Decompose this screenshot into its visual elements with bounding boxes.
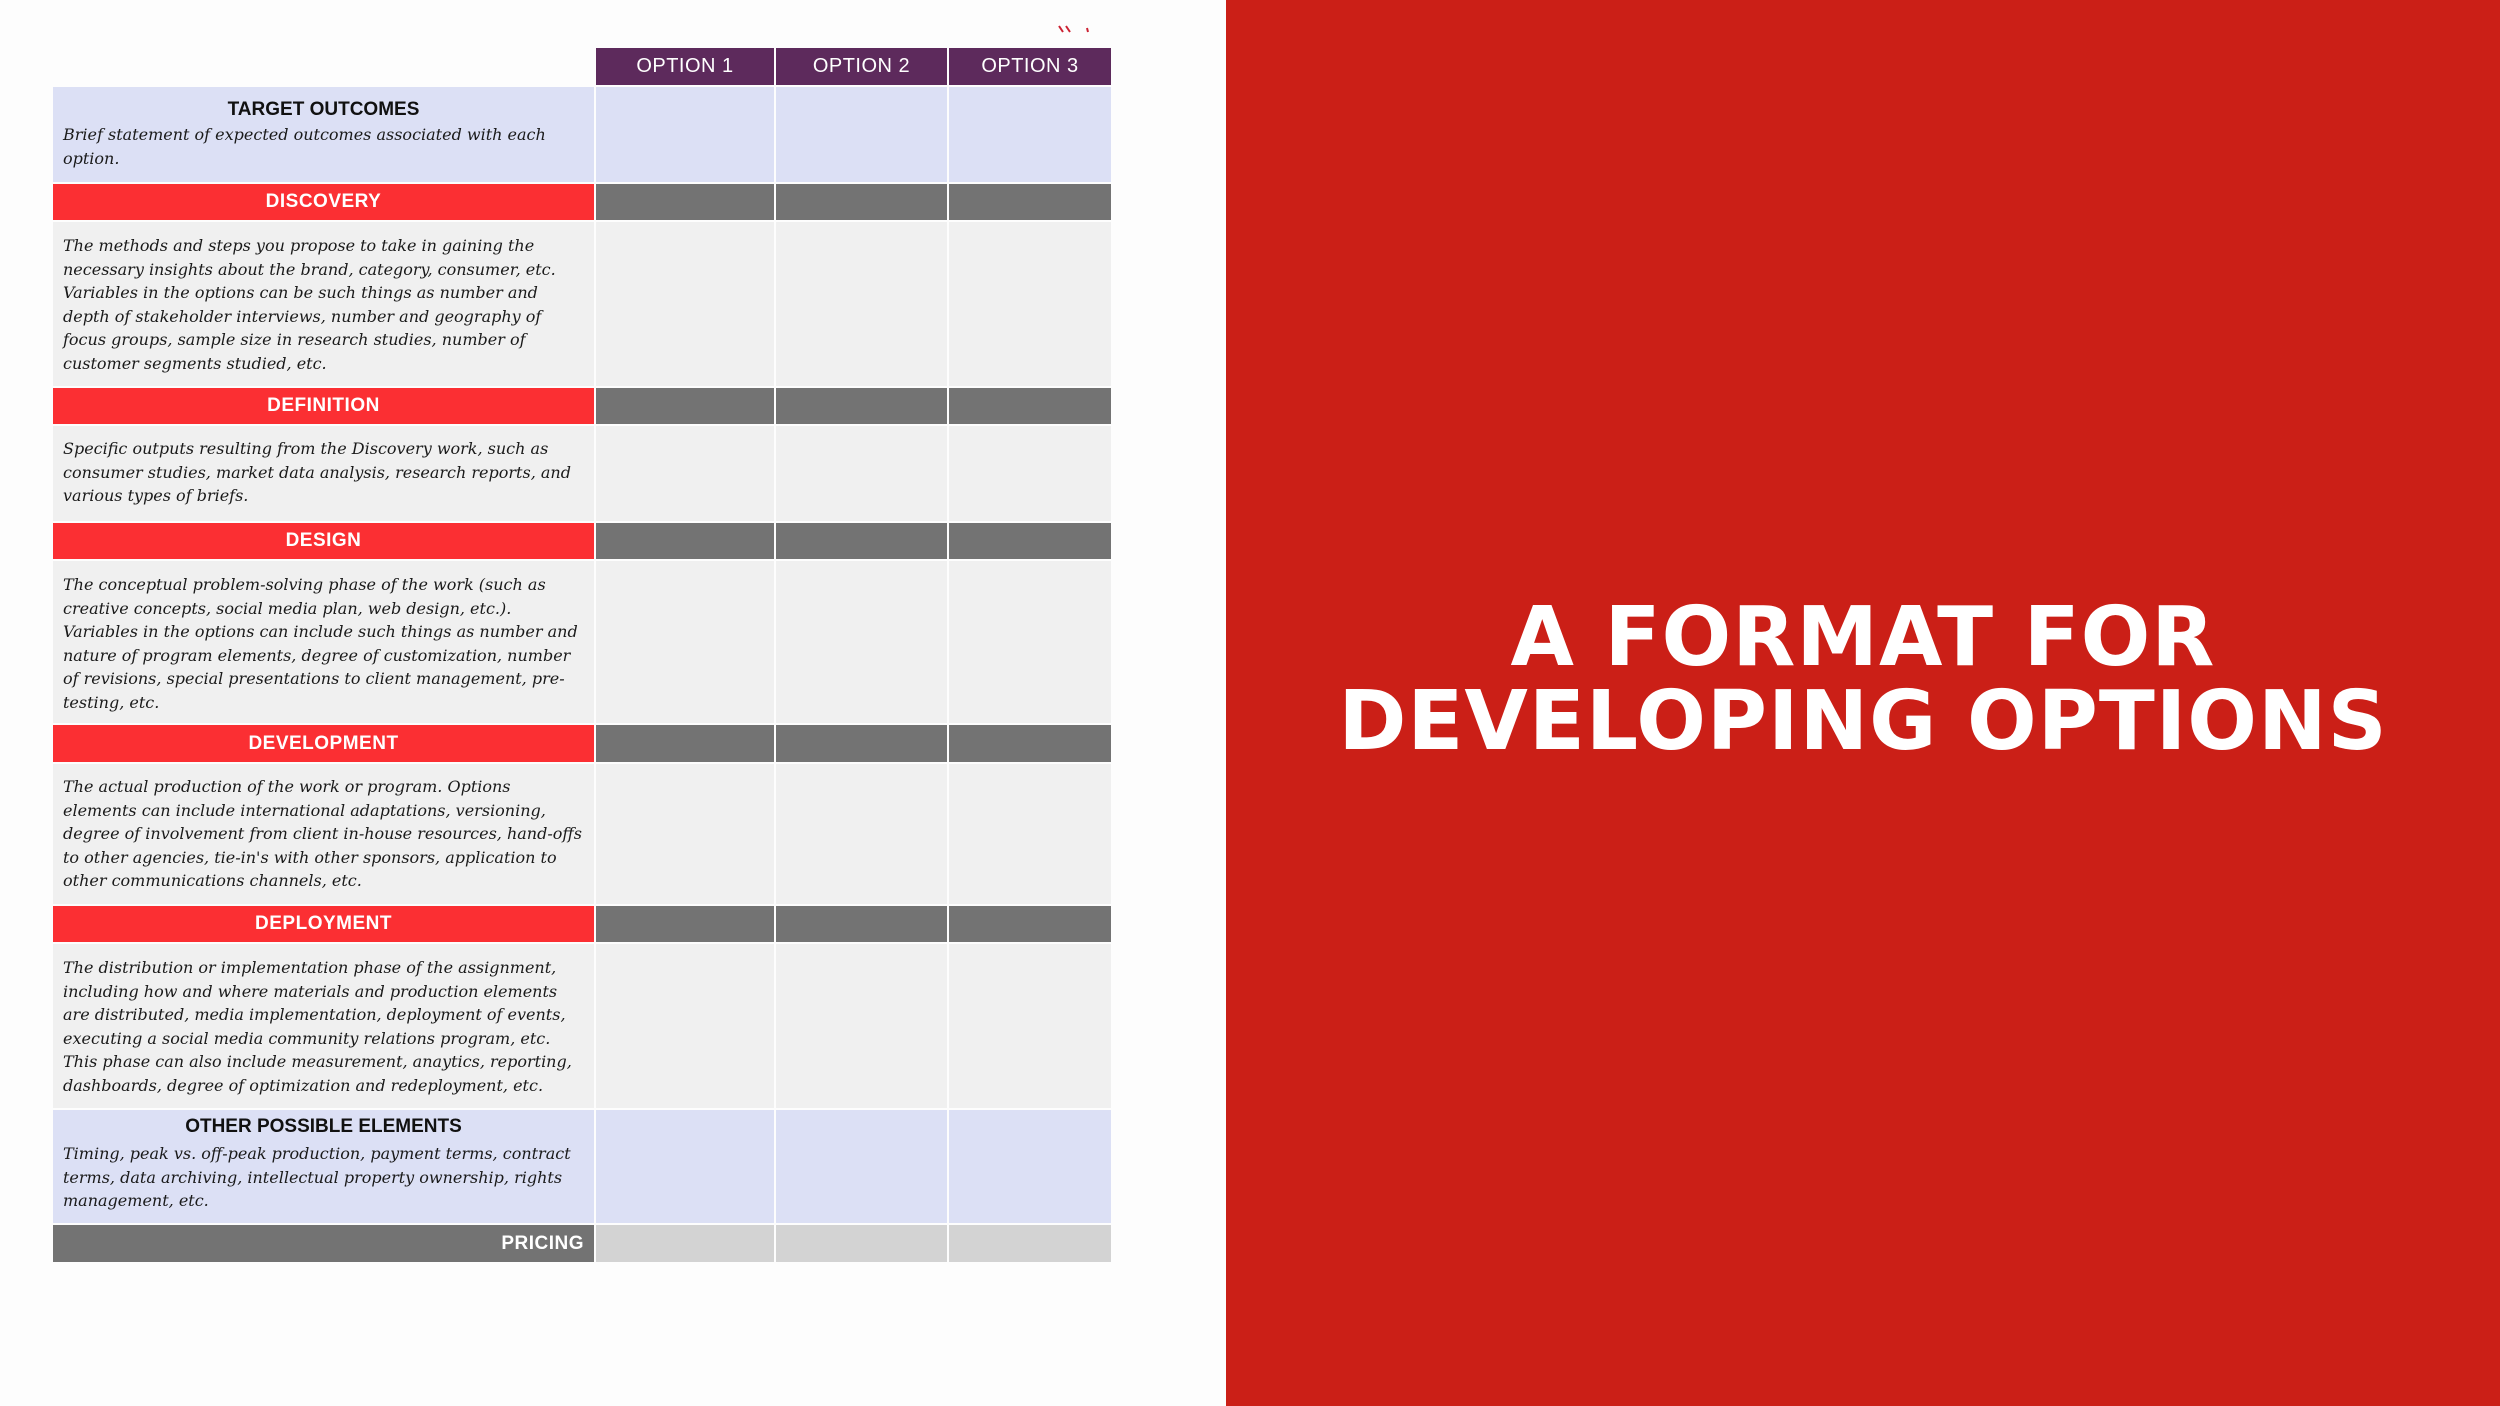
other-elements-cell: OTHER POSSIBLE ELEMENTS Timing, peak vs.… bbox=[53, 1110, 594, 1223]
target-outcomes-option-1 bbox=[596, 87, 774, 182]
slide-title-line-1: A FORMAT FOR bbox=[1510, 590, 2216, 685]
target-outcomes-option-2 bbox=[776, 87, 947, 182]
discovery-bar-option-2 bbox=[776, 184, 947, 220]
option-1-header: OPTION 1 bbox=[596, 48, 774, 85]
target-outcomes-description: Brief statement of expected outcomes ass… bbox=[63, 125, 546, 168]
pricing-label: PRICING bbox=[53, 1225, 594, 1262]
discovery-bar-option-1 bbox=[596, 184, 774, 220]
discovery-bar-option-3 bbox=[949, 184, 1111, 220]
target-outcomes-title: TARGET OUTCOMES bbox=[227, 99, 420, 120]
title-panel: A FORMAT FOR DEVELOPING OPTIONS bbox=[1226, 0, 2500, 1406]
deployment-option-2 bbox=[776, 944, 947, 1108]
design-bar-option-1 bbox=[596, 523, 774, 559]
development-bar-option-1 bbox=[596, 725, 774, 762]
option-2-header: OPTION 2 bbox=[776, 48, 947, 85]
definition-option-3 bbox=[949, 426, 1111, 521]
design-bar-option-2 bbox=[776, 523, 947, 559]
other-elements-description: Timing, peak vs. off-peak production, pa… bbox=[63, 1144, 571, 1210]
design-option-2 bbox=[776, 561, 947, 723]
other-elements-option-1 bbox=[596, 1110, 774, 1223]
other-elements-option-2 bbox=[776, 1110, 947, 1223]
development-bar-option-2 bbox=[776, 725, 947, 762]
design-option-3 bbox=[949, 561, 1111, 723]
design-description: The conceptual problem-solving phase of … bbox=[63, 575, 578, 712]
pricing-option-3 bbox=[949, 1225, 1111, 1262]
deployment-heading: DEPLOYMENT bbox=[53, 906, 594, 942]
development-option-3 bbox=[949, 764, 1111, 904]
deployment-description: The distribution or implementation phase… bbox=[63, 958, 572, 1095]
development-option-1 bbox=[596, 764, 774, 904]
pricing-option-1 bbox=[596, 1225, 774, 1262]
definition-bar-option-3 bbox=[949, 388, 1111, 424]
definition-description: Specific outputs resulting from the Disc… bbox=[63, 439, 571, 505]
development-option-2 bbox=[776, 764, 947, 904]
deployment-bar-option-2 bbox=[776, 906, 947, 942]
discovery-heading: DISCOVERY bbox=[53, 184, 594, 220]
design-option-1 bbox=[596, 561, 774, 723]
design-bar-option-3 bbox=[949, 523, 1111, 559]
deployment-bar-option-3 bbox=[949, 906, 1111, 942]
other-elements-title: OTHER POSSIBLE ELEMENTS bbox=[185, 1116, 462, 1137]
deployment-option-3 bbox=[949, 944, 1111, 1108]
option-3-header: OPTION 3 bbox=[949, 48, 1111, 85]
development-description-cell: The actual production of the work or pro… bbox=[53, 764, 594, 904]
target-outcomes-option-3 bbox=[949, 87, 1111, 182]
discovery-option-2 bbox=[776, 222, 947, 386]
top-fragment-mark bbox=[1058, 25, 1089, 33]
discovery-description: The methods and steps you propose to tak… bbox=[63, 236, 556, 373]
definition-bar-option-1 bbox=[596, 388, 774, 424]
discovery-description-cell: The methods and steps you propose to tak… bbox=[53, 222, 594, 386]
pricing-option-2 bbox=[776, 1225, 947, 1262]
development-bar-option-3 bbox=[949, 725, 1111, 762]
design-description-cell: The conceptual problem-solving phase of … bbox=[53, 561, 594, 723]
definition-bar-option-2 bbox=[776, 388, 947, 424]
development-description: The actual production of the work or pro… bbox=[63, 777, 582, 890]
slide-title-line-2: DEVELOPING OPTIONS bbox=[1338, 674, 2388, 769]
discovery-option-1 bbox=[596, 222, 774, 386]
design-heading: DESIGN bbox=[53, 523, 594, 559]
development-heading: DEVELOPMENT bbox=[53, 725, 594, 762]
deployment-description-cell: The distribution or implementation phase… bbox=[53, 944, 594, 1108]
definition-description-cell: Specific outputs resulting from the Disc… bbox=[53, 426, 594, 521]
other-elements-option-3 bbox=[949, 1110, 1111, 1223]
options-table: OPTION 1 OPTION 2 OPTION 3 TARGET OUTCOM… bbox=[0, 0, 1120, 1270]
target-outcomes-cell: TARGET OUTCOMES Brief statement of expec… bbox=[53, 87, 594, 182]
slide-title: A FORMAT FOR DEVELOPING OPTIONS bbox=[1226, 596, 2500, 764]
definition-option-1 bbox=[596, 426, 774, 521]
deployment-bar-option-1 bbox=[596, 906, 774, 942]
definition-heading: DEFINITION bbox=[53, 388, 594, 424]
discovery-option-3 bbox=[949, 222, 1111, 386]
deployment-option-1 bbox=[596, 944, 774, 1108]
definition-option-2 bbox=[776, 426, 947, 521]
